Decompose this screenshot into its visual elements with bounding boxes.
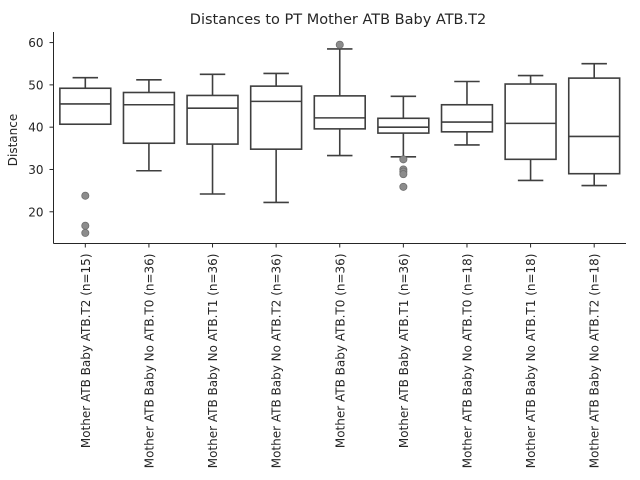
box-iqr	[504, 83, 557, 161]
box-6	[377, 95, 430, 191]
box-iqr	[122, 91, 176, 145]
outlier-point	[399, 155, 408, 164]
box-iqr	[440, 103, 494, 133]
box-9	[567, 62, 621, 187]
box-7	[440, 80, 494, 146]
outlier-point	[81, 191, 90, 200]
box-8	[504, 74, 557, 182]
box-iqr	[249, 85, 303, 150]
outlier-point	[81, 221, 90, 230]
x-tick-label: Mother ATB Baby No ATB.T1 (n=36)	[206, 254, 220, 469]
chart-title: Distances to PT Mother ATB Baby ATB.T2	[190, 12, 486, 28]
y-tick-label: 50	[28, 78, 43, 92]
box-iqr	[59, 87, 112, 126]
y-tick-label: 30	[28, 163, 43, 177]
x-tick-label: Mother ATB Baby ATB.T2 (n=15)	[79, 254, 93, 449]
box-3	[186, 73, 239, 195]
outlier-point	[399, 170, 408, 179]
x-tick-label: Mother ATB Baby No ATB.T2 (n=36)	[270, 254, 284, 469]
box-iqr	[567, 77, 621, 175]
box-group	[59, 40, 621, 237]
box-4	[249, 72, 303, 204]
x-tick-label: Mother ATB Baby ATB.T1 (n=36)	[397, 254, 411, 449]
y-tick-label: 20	[28, 205, 43, 219]
y-tick-label: 40	[28, 121, 43, 135]
x-tick-label: Mother ATB Baby No ATB.T0 (n=36)	[142, 254, 156, 469]
x-tick-label: Mother ATB Baby No ATB.T0 (n=18)	[460, 254, 474, 469]
box-1	[59, 76, 112, 237]
y-axis-label: Distance	[6, 114, 20, 166]
box-iqr	[313, 95, 366, 130]
y-tick-group: 20 30 40 50 60	[28, 36, 54, 219]
box-2	[122, 78, 176, 172]
y-tick-label: 60	[28, 36, 43, 50]
box-iqr	[377, 117, 430, 134]
box-iqr	[186, 94, 239, 145]
x-tick-group: Mother ATB Baby ATB.T2 (n=15) Mother ATB …	[79, 243, 602, 469]
x-tick-label: Mother ATB Baby ATB.T0 (n=36)	[333, 254, 347, 449]
box-5	[313, 40, 366, 157]
x-tick-label: Mother ATB Baby No ATB.T2 (n=18)	[588, 254, 602, 469]
x-tick-label: Mother ATB Baby No ATB.T1 (n=18)	[524, 254, 538, 469]
outlier-point	[81, 228, 90, 237]
outlier-point	[399, 182, 408, 191]
outlier-point	[335, 40, 344, 49]
